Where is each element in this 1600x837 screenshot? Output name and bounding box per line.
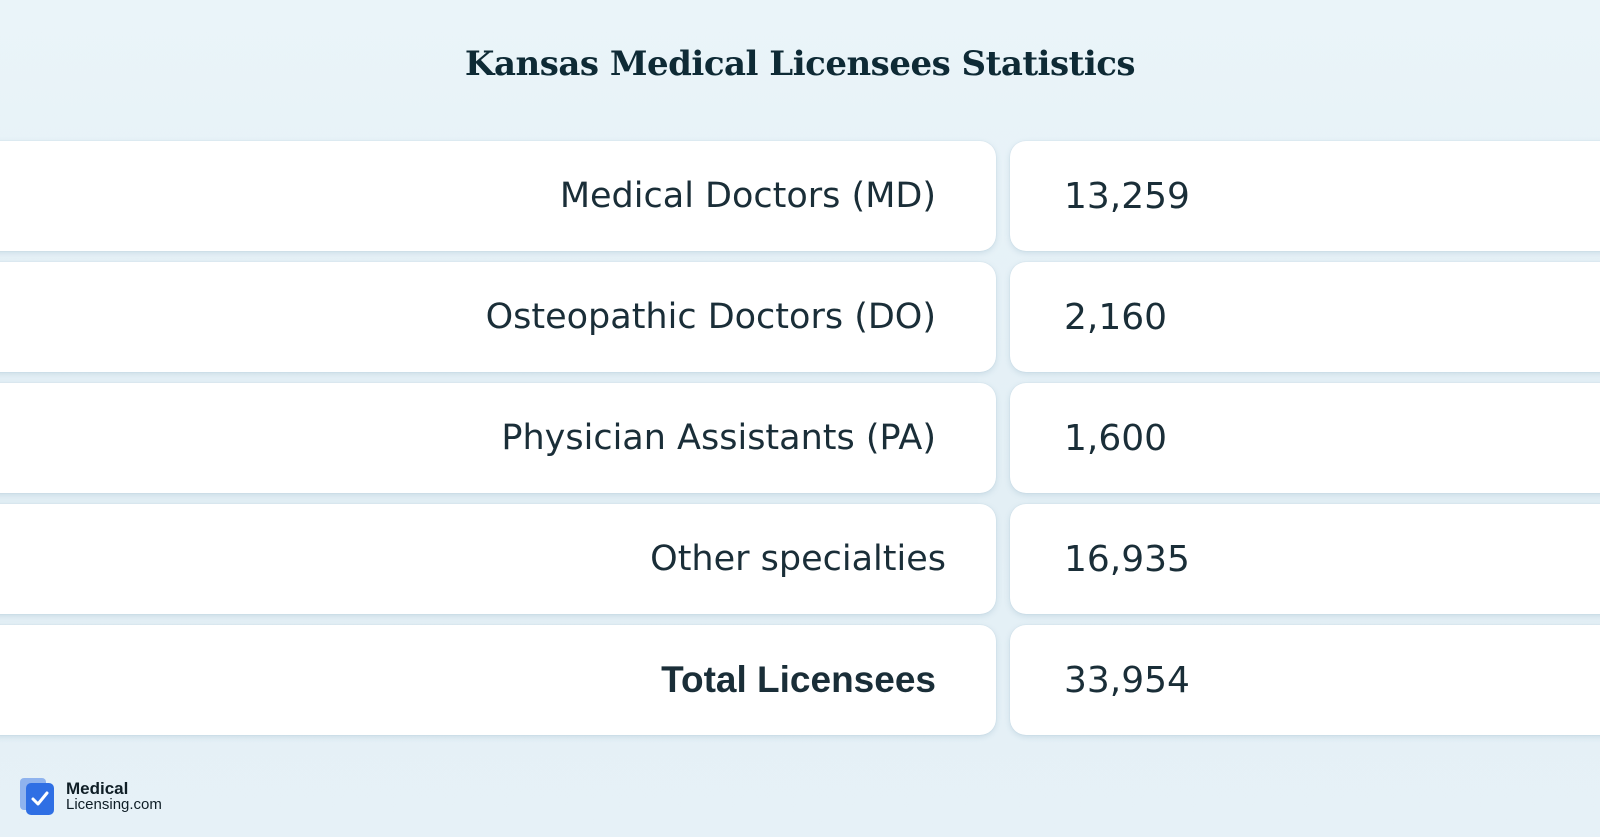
checkmark-document-icon [20,778,56,816]
row-label-cell: Medical Doctors (MD) [0,141,996,251]
table-row-total: Total Licensees 33,954 [0,625,1600,735]
brand-logo: Medical Licensing.com [20,776,162,818]
table-row: Medical Doctors (MD) 13,259 [0,141,1600,251]
brand-line-1: Medical [66,779,129,798]
row-value-cell: 1,600 [1010,383,1600,493]
table-row: Physician Assistants (PA) 1,600 [0,383,1600,493]
table-row: Osteopathic Doctors (DO) 2,160 [0,262,1600,372]
row-label-cell: Other specialties [0,504,996,614]
row-value: 16,935 [1064,538,1190,580]
row-label-cell: Physician Assistants (PA) [0,383,996,493]
row-label: Other specialties [650,539,946,579]
table-row: Other specialties 16,935 [0,504,1600,614]
row-label-cell: Total Licensees [0,625,996,735]
row-label: Physician Assistants (PA) [501,418,936,458]
row-label: Osteopathic Doctors (DO) [485,297,936,337]
row-value: 13,259 [1064,175,1190,217]
row-value-cell: 33,954 [1010,625,1600,735]
row-value: 33,954 [1064,659,1190,701]
brand-name: Medical Licensing.com [66,779,162,813]
row-label: Medical Doctors (MD) [559,176,936,216]
row-value-cell: 16,935 [1010,504,1600,614]
row-value-cell: 13,259 [1010,141,1600,251]
row-value: 2,160 [1064,296,1168,338]
row-value-cell: 2,160 [1010,262,1600,372]
row-label: Total Licensees [661,659,936,700]
brand-line-2: Licensing.com [66,796,162,813]
row-value: 1,600 [1064,417,1168,459]
row-label-cell: Osteopathic Doctors (DO) [0,262,996,372]
chart-title: Kansas Medical Licensees Statistics [464,44,1136,84]
